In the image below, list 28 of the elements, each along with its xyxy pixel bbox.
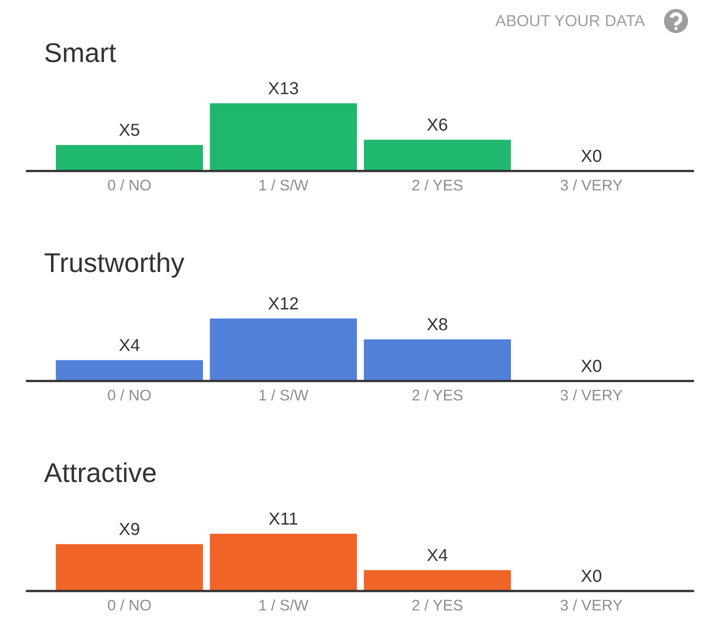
data-label: X5 [119, 124, 140, 136]
data-label: X9 [119, 522, 140, 536]
x-tick-label: 1 / S/W [260, 599, 308, 611]
data-label: X0 [581, 360, 602, 372]
data-label: X11 [268, 512, 298, 525]
data-label: X0 [581, 150, 602, 162]
x-tick-label: 1 / S/W [260, 179, 308, 191]
text: ABOUT YOUR DATA [495, 14, 645, 26]
x-tick-label: 0 / NO [108, 179, 151, 191]
data-label: X8 [427, 318, 448, 330]
data-label: X4 [119, 339, 140, 352]
chart-title: Trustworthy [44, 252, 184, 278]
chart-title: Smart [45, 43, 116, 62]
x-tick-label: 0 / NO [108, 389, 151, 401]
data-label: X12 [268, 297, 298, 310]
data-label: X13 [268, 82, 298, 94]
x-tick-label: 3 / VERY [560, 389, 622, 401]
x-tick-label: 0 / NO [108, 599, 151, 611]
chart-title: Attractive [44, 462, 156, 482]
x-tick-label: 2 / YES [412, 389, 462, 401]
x-tick-label: 3 / VERY [560, 179, 622, 191]
x-tick-label: 2 / YES [412, 179, 462, 191]
x-tick-label: 3 / VERY [560, 599, 622, 611]
data-label: X6 [427, 118, 448, 131]
data-label: X4 [427, 549, 448, 562]
data-label: X0 [581, 570, 602, 582]
x-tick-label: 1 / S/W [260, 389, 308, 401]
x-tick-label: 2 / YES [412, 599, 462, 611]
